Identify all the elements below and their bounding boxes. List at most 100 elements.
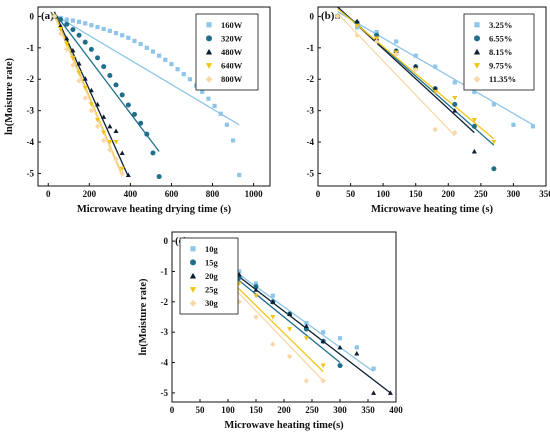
x-tick-label: 0 bbox=[170, 405, 175, 415]
data-point bbox=[119, 166, 125, 172]
data-point bbox=[107, 147, 113, 153]
chart-panel: 0 200 400 600 800 1000 0 -1 -2 -3 -4 -5 Microwave he… bbox=[4, 6, 271, 215]
panel-label: (a) bbox=[41, 10, 54, 22]
y-tick-label: 0 bbox=[310, 11, 315, 21]
data-point bbox=[187, 77, 193, 82]
legend-label: 9.75% bbox=[489, 61, 512, 71]
data-point bbox=[88, 87, 94, 93]
data-point bbox=[337, 344, 343, 350]
x-tick-label: 300 bbox=[507, 189, 521, 199]
y-tick-label: -3 bbox=[161, 327, 169, 337]
data-point bbox=[57, 30, 64, 37]
data-point bbox=[206, 96, 211, 101]
x-tick-label: 0 bbox=[316, 189, 321, 199]
data-point bbox=[76, 70, 82, 76]
y-tick-label: -2 bbox=[27, 74, 35, 84]
data-point bbox=[452, 80, 457, 85]
data-point bbox=[253, 281, 259, 286]
y-tick-label: -4 bbox=[307, 137, 315, 147]
x-axis-label: Microwave heating drying time (s) bbox=[77, 204, 232, 215]
legend-marker bbox=[474, 22, 480, 28]
legend-label: 8.15% bbox=[489, 47, 512, 57]
data-point bbox=[76, 19, 82, 24]
data-point bbox=[303, 378, 310, 384]
data-point bbox=[119, 92, 125, 98]
data-point bbox=[212, 103, 217, 109]
data-point bbox=[287, 311, 293, 316]
data-point bbox=[413, 53, 418, 58]
data-point bbox=[82, 86, 88, 91]
panel-label: (b) bbox=[321, 10, 335, 22]
data-point bbox=[120, 33, 125, 38]
data-point bbox=[150, 150, 156, 156]
data-point bbox=[157, 53, 162, 58]
data-point bbox=[270, 299, 276, 304]
data-point bbox=[253, 284, 259, 290]
data-point bbox=[88, 102, 94, 107]
legend-marker bbox=[205, 63, 213, 69]
data-point bbox=[89, 23, 94, 28]
fit-line bbox=[337, 12, 456, 137]
data-point bbox=[337, 336, 343, 341]
data-point bbox=[107, 72, 113, 78]
data-point bbox=[126, 35, 131, 40]
data-point bbox=[76, 78, 82, 84]
data-point bbox=[303, 336, 309, 341]
data-point bbox=[156, 174, 162, 180]
data-point bbox=[354, 345, 359, 350]
data-point bbox=[82, 95, 88, 101]
plot-frame bbox=[37, 6, 271, 187]
data-point bbox=[138, 120, 144, 126]
data-point bbox=[76, 61, 82, 66]
data-point bbox=[337, 363, 343, 369]
data-point bbox=[88, 46, 94, 52]
y-tick-label: 0 bbox=[164, 236, 169, 246]
data-point bbox=[113, 82, 119, 88]
data-point bbox=[433, 64, 438, 69]
data-point bbox=[320, 378, 326, 384]
data-point bbox=[100, 137, 107, 144]
data-point bbox=[304, 320, 309, 326]
data-point bbox=[113, 128, 119, 134]
y-tick-label: -3 bbox=[27, 106, 35, 116]
data-point bbox=[113, 30, 119, 36]
data-point bbox=[64, 42, 70, 47]
data-point bbox=[70, 27, 76, 33]
data-point bbox=[51, 13, 58, 20]
data-point bbox=[101, 64, 107, 70]
data-point bbox=[491, 166, 497, 172]
data-point bbox=[472, 89, 477, 94]
data-point bbox=[394, 39, 399, 44]
y-tick-label: -4 bbox=[27, 137, 35, 147]
data-point bbox=[113, 140, 119, 145]
data-point bbox=[373, 38, 380, 45]
data-point bbox=[70, 47, 76, 53]
data-point bbox=[94, 123, 101, 130]
legend-marker bbox=[190, 246, 196, 252]
data-point bbox=[64, 17, 69, 22]
fit-line bbox=[53, 13, 123, 176]
plot-frame bbox=[317, 6, 547, 187]
data-point bbox=[131, 111, 137, 117]
legend-label: 10g bbox=[205, 244, 219, 254]
data-point bbox=[270, 293, 275, 298]
x-tick-label: 100 bbox=[221, 405, 235, 415]
data-point bbox=[253, 314, 259, 320]
legend-label: 640W bbox=[221, 61, 243, 71]
legend-label: 11.35% bbox=[489, 74, 516, 84]
data-point bbox=[491, 140, 497, 145]
data-point bbox=[491, 102, 496, 107]
x-tick-label: 50 bbox=[196, 405, 206, 415]
x-axis-label: Microwave heating time (s) bbox=[371, 204, 493, 215]
data-point bbox=[82, 39, 88, 45]
data-point bbox=[236, 299, 242, 305]
data-point bbox=[107, 140, 113, 145]
data-point bbox=[64, 35, 70, 41]
data-point bbox=[132, 38, 137, 44]
data-point bbox=[432, 126, 438, 133]
legend-marker bbox=[205, 75, 213, 83]
legend-marker bbox=[473, 63, 481, 69]
y-tick-label: -5 bbox=[161, 388, 169, 398]
data-point bbox=[354, 23, 360, 29]
data-point bbox=[88, 107, 95, 114]
